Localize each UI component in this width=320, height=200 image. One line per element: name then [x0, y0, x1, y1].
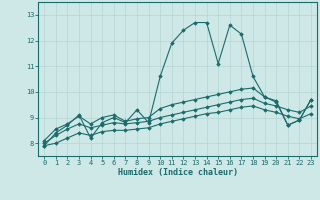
X-axis label: Humidex (Indice chaleur): Humidex (Indice chaleur) — [118, 168, 238, 177]
